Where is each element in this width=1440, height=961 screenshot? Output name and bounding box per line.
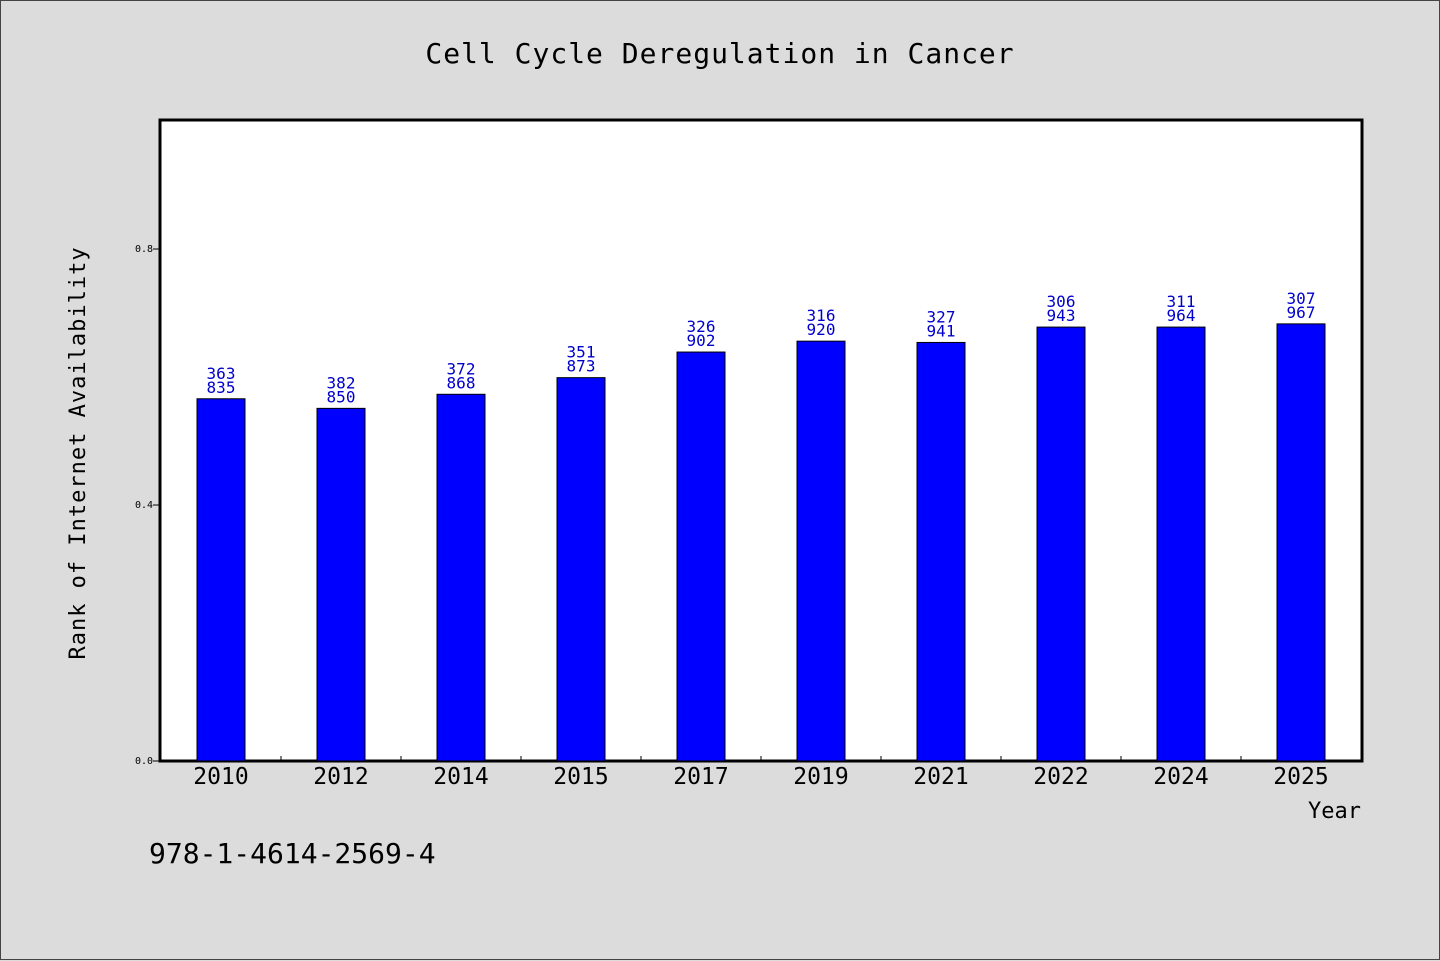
bar: [1276, 323, 1326, 762]
data-label-bottom: 967: [1287, 303, 1316, 322]
data-label-bottom: 964: [1167, 306, 1196, 325]
data-label-top: 382: [327, 373, 356, 392]
x-tick-label: 2022: [1033, 764, 1088, 790]
x-tick-label: 2015: [553, 764, 608, 790]
y-axis: 0.0 0.4 0.8: [135, 244, 161, 767]
data-label-top: 306: [1047, 292, 1076, 311]
bar: [196, 398, 246, 762]
data-label-top: 311: [1167, 292, 1196, 311]
x-tick-label: 2021: [913, 764, 968, 790]
data-label-top: 363: [207, 364, 236, 383]
data-label-top: 351: [567, 343, 596, 362]
data-label-bottom: 941: [927, 321, 956, 340]
bar: [316, 407, 366, 762]
bar: [1036, 326, 1086, 762]
data-label-bottom: 943: [1047, 306, 1076, 325]
data-label-bottom: 835: [207, 378, 236, 397]
x-tick-label: 2010: [193, 764, 248, 790]
bar: [796, 340, 846, 762]
bar: [556, 377, 606, 762]
bar: [436, 393, 486, 762]
bar: [1156, 326, 1206, 762]
data-label-bottom: 873: [567, 357, 596, 376]
data-label-top: 326: [687, 317, 716, 336]
data-label-bottom: 902: [687, 331, 716, 350]
x-tick-label: 2024: [1153, 764, 1208, 790]
data-label-top: 372: [447, 359, 476, 378]
x-tick-label: 2019: [793, 764, 848, 790]
x-axis-label: Year: [1308, 799, 1361, 824]
x-axis: 2010 2012 2014 2015 2017 2019 2021 2022 2024 2025: [193, 756, 1329, 790]
bar: [916, 341, 966, 762]
data-label-bottom: 920: [807, 320, 836, 339]
data-label-bottom: 868: [447, 373, 476, 392]
x-tick-label: 2012: [313, 764, 368, 790]
y-axis-label: Rank of Internet Availability: [66, 246, 91, 659]
x-tick-label: 2025: [1273, 764, 1328, 790]
y-tick-label: 0.0: [135, 756, 153, 767]
y-tick-label: 0.8: [135, 244, 153, 255]
data-label-top: 316: [807, 306, 836, 325]
bar-series: [196, 323, 1326, 762]
data-label-top: 307: [1287, 289, 1316, 308]
bar: [676, 351, 726, 762]
x-tick-label: 2014: [433, 764, 488, 790]
data-label-bottom: 850: [327, 387, 356, 406]
chart-title: Cell Cycle Deregulation in Cancer: [425, 37, 1014, 70]
y-tick-label: 0.4: [135, 500, 153, 511]
data-label-top: 327: [927, 307, 956, 326]
footer-isbn: 978-1-4614-2569-4: [149, 837, 436, 870]
x-tick-label: 2017: [673, 764, 728, 790]
